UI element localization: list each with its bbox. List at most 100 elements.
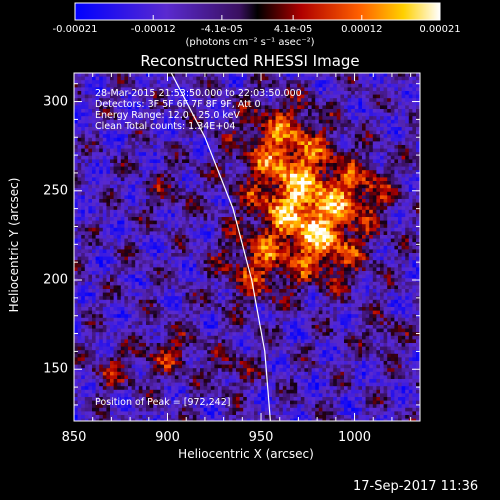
- heatmap-cell: [236, 123, 240, 128]
- heatmap-cell: [336, 217, 341, 221]
- heatmap-cell: [261, 253, 266, 257]
- heatmap-cell: [156, 73, 161, 77]
- heatmap-cell: [311, 134, 316, 139]
- heatmap-cell: [174, 242, 179, 247]
- heatmap-cell: [92, 191, 96, 196]
- heatmap-cell: [92, 109, 96, 113]
- heatmap-cell: [131, 199, 136, 203]
- heatmap-cell: [171, 159, 176, 164]
- heatmap-cell: [214, 224, 219, 229]
- heatmap-cell: [203, 80, 208, 85]
- heatmap-cell: [189, 209, 194, 214]
- heatmap-cell: [99, 245, 104, 250]
- heatmap-cell: [171, 80, 176, 85]
- heatmap-cell: [167, 206, 172, 211]
- heatmap-cell: [264, 166, 269, 171]
- heatmap-cell: [279, 253, 284, 257]
- heatmap-cell: [282, 217, 287, 221]
- heatmap-cell: [333, 173, 338, 178]
- heatmap-cell: [304, 181, 309, 185]
- heatmap-cell: [203, 98, 208, 103]
- heatmap-cell: [254, 109, 258, 113]
- heatmap-cell: [239, 94, 244, 99]
- heatmap-cell: [236, 206, 240, 211]
- heatmap-cell: [387, 206, 392, 211]
- heatmap-cell: [84, 134, 89, 139]
- heatmap-cell: [300, 191, 305, 196]
- heatmap-cell: [149, 73, 154, 77]
- heatmap-cell: [362, 116, 366, 121]
- heatmap-cell: [92, 235, 96, 239]
- heatmap-cell: [351, 94, 356, 99]
- heatmap-cell: [358, 217, 363, 221]
- heatmap-cell: [387, 227, 392, 232]
- heatmap-cell: [196, 217, 201, 221]
- heatmap-cell: [200, 91, 204, 95]
- heatmap-cell: [92, 123, 96, 128]
- heatmap-cell: [99, 112, 104, 117]
- heatmap-cell: [88, 227, 93, 232]
- heatmap-cell: [128, 101, 132, 106]
- heatmap-cell: [279, 217, 284, 221]
- heatmap-cell: [174, 184, 179, 189]
- heatmap-cell: [196, 163, 201, 167]
- heatmap-cell: [207, 173, 212, 178]
- heatmap-cell: [200, 83, 204, 88]
- heatmap-cell: [131, 238, 136, 243]
- heatmap-cell: [138, 127, 143, 131]
- heatmap-cell: [218, 195, 222, 200]
- heatmap-cell: [250, 152, 255, 157]
- heatmap-cell: [74, 163, 78, 167]
- heatmap-cell: [250, 253, 255, 257]
- heatmap-cell: [257, 227, 262, 232]
- heatmap-cell: [110, 155, 114, 160]
- heatmap-cell: [286, 141, 291, 146]
- heatmap-cell: [102, 83, 107, 88]
- heatmap-cell: [362, 109, 366, 113]
- heatmap-cell: [344, 235, 348, 239]
- heatmap-cell: [318, 155, 323, 160]
- heatmap-cell: [318, 170, 323, 175]
- heatmap-cell: [178, 209, 183, 214]
- heatmap-cell: [290, 209, 294, 214]
- heatmap-cell: [394, 170, 399, 175]
- heatmap-cell: [135, 141, 140, 146]
- heatmap-cell: [250, 238, 255, 243]
- heatmap-cell: [225, 76, 230, 81]
- heatmap-cell: [279, 242, 284, 247]
- heatmap-cell: [416, 235, 420, 239]
- heatmap-cell: [369, 105, 374, 110]
- heatmap-cell: [250, 105, 255, 110]
- heatmap-cell: [74, 123, 78, 128]
- heatmap-cell: [344, 123, 348, 128]
- heatmap-cell: [131, 188, 136, 193]
- heatmap-cell: [358, 242, 363, 247]
- heatmap-cell: [286, 235, 291, 239]
- heatmap-cell: [254, 184, 258, 189]
- heatmap-cell: [138, 224, 143, 229]
- heatmap-cell: [405, 249, 410, 254]
- heatmap-cell: [189, 217, 194, 221]
- heatmap-cell: [308, 101, 312, 106]
- heatmap-cell: [236, 188, 240, 193]
- heatmap-cell: [358, 76, 363, 81]
- heatmap-cell: [264, 91, 269, 95]
- heatmap-cell: [228, 152, 233, 157]
- heatmap-cell: [225, 166, 230, 171]
- heatmap-cell: [380, 231, 384, 236]
- heatmap-cell: [74, 184, 78, 189]
- heatmap-cell: [394, 109, 399, 113]
- heatmap-cell: [383, 155, 388, 160]
- heatmap-cell: [372, 213, 377, 218]
- heatmap-cell: [401, 119, 406, 124]
- heatmap-cell: [84, 112, 89, 117]
- heatmap-cell: [387, 213, 392, 218]
- heatmap-cell: [120, 137, 125, 142]
- heatmap-cell: [167, 256, 172, 261]
- heatmap-cell: [250, 155, 255, 160]
- heatmap-cell: [210, 152, 215, 157]
- heatmap-cell: [218, 141, 222, 146]
- heatmap-cell: [214, 91, 219, 95]
- heatmap-cell: [110, 101, 114, 106]
- heatmap-cell: [102, 184, 107, 189]
